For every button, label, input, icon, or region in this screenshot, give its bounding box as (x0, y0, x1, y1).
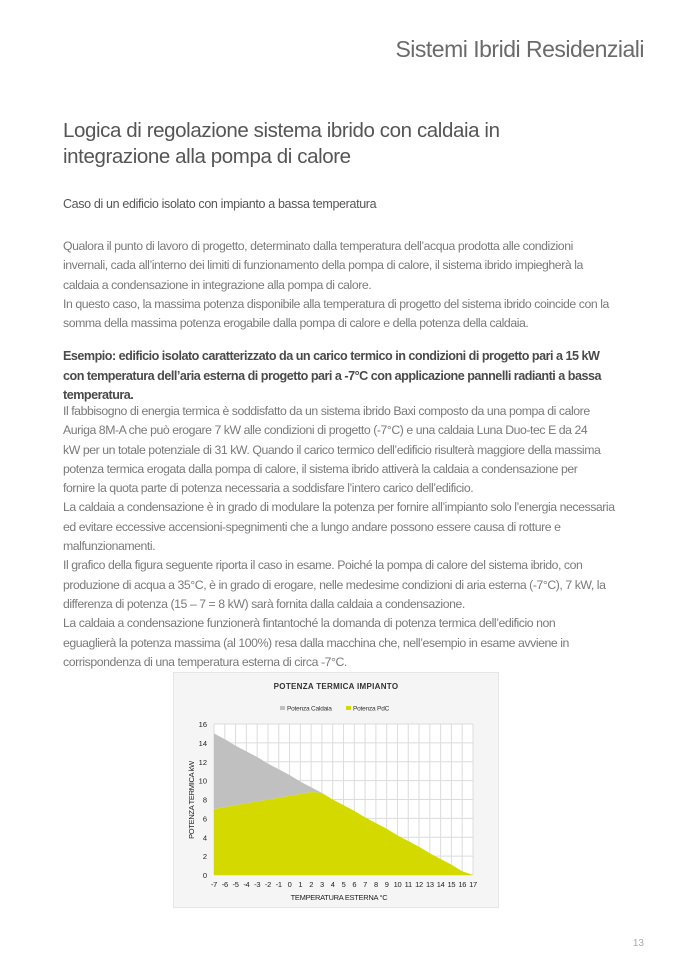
text-line: fornire la quota parte di potenza necess… (63, 481, 474, 496)
page-number: 13 (632, 938, 644, 949)
x-tick-label: 15 (448, 880, 456, 889)
x-axis-label: TEMPERATURA ESTERNA °C (291, 893, 389, 902)
text-line: caldaia a condensazione in integrazione … (63, 277, 372, 292)
x-tick-label: 2 (309, 880, 313, 889)
series-area-potenza-pdc (214, 791, 473, 875)
x-tick-label: -1 (276, 880, 282, 889)
chart-container: 0 2 4 6 8 10 12 14 16 -7 -6 -5 -4 -3 -2 -1 0 1 2 3 4 5 6 7 8 9 10 1… (173, 672, 499, 908)
y-tick-label: 0 (203, 871, 207, 880)
example-heading: Esempio: edificio isolato caratterizzato… (63, 347, 633, 406)
legend-swatch (346, 706, 351, 710)
x-tick-label: 17 (469, 880, 477, 889)
x-tick-label: -6 (222, 880, 228, 889)
x-tick-label: 6 (352, 880, 356, 889)
text-line: somma della massima potenza erogabile da… (63, 316, 529, 331)
text-line: kW per un totale potenziale di 31 kW. Qu… (63, 442, 601, 457)
x-tick-label: 9 (385, 880, 389, 889)
section-header: Sistemi Ibridi Residenziali (395, 36, 644, 62)
y-tick-label: 2 (203, 852, 207, 861)
x-tick-label: 11 (405, 880, 412, 889)
text-line: potenza termica erogata dalla pompa di c… (63, 461, 578, 476)
text-line: produzione di acqua a 35°C, è in grado d… (63, 577, 606, 592)
text-line: malfunzionamenti. (63, 539, 156, 554)
x-tick-label: 14 (437, 880, 445, 889)
legend-swatch (280, 706, 285, 710)
x-tick-label: -2 (265, 880, 271, 889)
y-tick-label: 8 (203, 796, 207, 805)
x-tick-label: 3 (320, 880, 324, 889)
page-title: Logica di regolazione sistema ibrido con… (63, 119, 500, 168)
x-tick-label: -4 (243, 880, 249, 889)
y-tick-label: 4 (203, 833, 207, 842)
example-paragraph: Il fabbisogno di energia termica è soddi… (63, 402, 633, 672)
text-line: In questo caso, la massima potenza dispo… (63, 296, 609, 311)
y-tick-label: 12 (199, 758, 207, 767)
x-tick-label: 13 (426, 880, 434, 889)
y-tick-label: 10 (199, 777, 207, 786)
x-tick-label: 1 (298, 880, 302, 889)
x-tick-label: 10 (394, 880, 402, 889)
x-tick-label: -5 (233, 880, 239, 889)
y-tick-label: 16 (199, 720, 207, 729)
text-line: Il fabbisogno di energia termica è soddi… (63, 404, 590, 418)
y-tick-label: 6 (203, 814, 207, 823)
x-tick-label: 12 (415, 880, 423, 889)
legend-label: Potenza Caldaia (287, 706, 332, 713)
text-line: La caldaia a condensazione funzionerà fi… (63, 616, 556, 631)
text-line: Qualora il punto di lavoro di progetto, … (63, 239, 573, 253)
text-line: invernali, cada all’interno dei limiti d… (63, 258, 583, 273)
x-tick-label: 4 (331, 880, 335, 889)
x-tick-label: -3 (254, 880, 260, 889)
chart-title: POTENZA TERMICA IMPIANTO (274, 682, 399, 691)
text-line: differenza di potenza (15 – 7 = 8 kW) sa… (63, 596, 465, 611)
text-line: Il grafico della figura seguente riporta… (63, 558, 583, 573)
text-line: La caldaia a condensazione è in grado di… (63, 500, 615, 515)
x-tick-label: 5 (342, 880, 346, 889)
text-line: con temperatura dell’aria esterna di pro… (63, 368, 602, 383)
x-tick-label: 16 (458, 880, 466, 889)
intro-paragraph: Qualora il punto di lavoro di progetto, … (63, 237, 633, 333)
x-tick-label: -7 (211, 880, 217, 889)
y-axis-label: POTENZA TERMICA kW (187, 760, 196, 839)
text-line: Esempio: edificio isolato caratterizzato… (63, 349, 600, 363)
text-line: eguaglierà la potenza massima (al 100%) … (63, 635, 569, 650)
y-tick-label: 14 (199, 739, 207, 748)
x-tick-label: 0 (288, 880, 292, 889)
text-line: corrispondenza di una temperatura estern… (63, 654, 347, 669)
x-tick-label: 8 (374, 880, 378, 889)
subtitle: Caso di un edificio isolato con impianto… (63, 197, 377, 211)
text-line: temperatura. (63, 388, 134, 402)
text-line: ed evitare eccessive accensioni-spegnime… (63, 519, 561, 534)
x-tick-label: 7 (363, 880, 367, 889)
legend-label: Potenza PdC (353, 706, 390, 713)
text-line: Auriga 8M-A che può erogare 7 kW alle co… (63, 423, 588, 438)
